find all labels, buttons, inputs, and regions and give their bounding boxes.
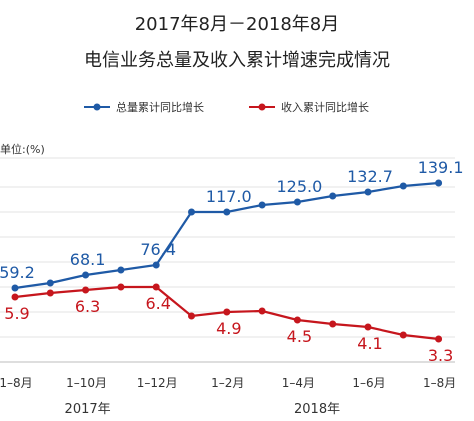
year-label: 2018年 [294,402,340,417]
data-point [152,283,160,291]
legend-revenue-marker [249,103,275,111]
data-point [223,308,231,316]
unit-label: 单位:(%) [0,143,45,156]
data-point [258,307,266,315]
data-label: 68.1 [70,250,106,269]
data-label: 4.1 [357,334,382,353]
data-point [223,208,231,216]
chart-title: 2017年8月－2018年8月 [134,14,340,35]
data-point [11,293,19,301]
data-point [435,179,443,187]
data-label: 139.1 [418,158,464,177]
data-point [46,279,54,287]
data-point [364,323,372,331]
year-label: 2017年 [65,402,111,417]
data-label: 132.7 [347,167,393,186]
data-point [293,316,301,324]
data-point [188,312,195,320]
data-point [82,286,90,294]
data-point [293,198,301,206]
legend-total: 总量累计同比增长 [84,99,204,115]
data-point [364,188,372,196]
data-point [11,284,19,292]
legend-revenue: 收入累计同比增长 [249,99,369,115]
data-point [435,335,443,343]
data-label: 59.2 [0,263,35,282]
data-label: 117.0 [206,187,252,206]
x-tick-label: 1–2月 [211,376,244,390]
data-label: 6.3 [75,297,100,316]
data-label: 4.5 [287,327,312,346]
data-label: 76.4 [140,240,176,259]
x-tick-label: 1–12月 [137,376,178,390]
data-label: 5.9 [4,304,29,323]
data-point [329,320,337,328]
data-point [152,261,160,269]
data-point [258,201,266,209]
data-label: 3.3 [428,346,453,365]
legend-total-label: 总量累计同比增长 [116,101,204,114]
data-point [82,271,90,279]
data-label: 4.9 [216,319,241,338]
data-point [329,192,337,200]
data-label: 6.4 [145,294,170,313]
x-tick-label: 1–10月 [66,376,107,390]
data-point [117,266,125,274]
data-point [188,208,195,216]
data-point [117,283,125,291]
legend-revenue-label: 收入累计同比增长 [281,101,369,114]
chart-subtitle: 电信业务总量及收入累计增速完成情况 [84,50,390,71]
data-point [399,331,407,339]
x-tick-label: 1–4月 [282,376,315,390]
x-tick-label: 1–8月 [423,376,456,390]
data-point [399,182,407,190]
legend-total-marker [84,103,110,111]
data-label: 125.0 [276,177,322,196]
x-tick-label: 1–8月 [0,376,33,390]
data-point [46,289,54,297]
x-tick-label: 1–6月 [352,376,385,390]
